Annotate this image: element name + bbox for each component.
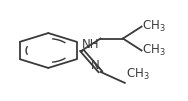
Text: NH: NH bbox=[82, 38, 100, 51]
Text: CH$_3$: CH$_3$ bbox=[126, 67, 149, 82]
Text: N: N bbox=[91, 59, 100, 72]
Text: CH$_3$: CH$_3$ bbox=[142, 43, 166, 58]
Text: CH$_3$: CH$_3$ bbox=[142, 19, 166, 34]
